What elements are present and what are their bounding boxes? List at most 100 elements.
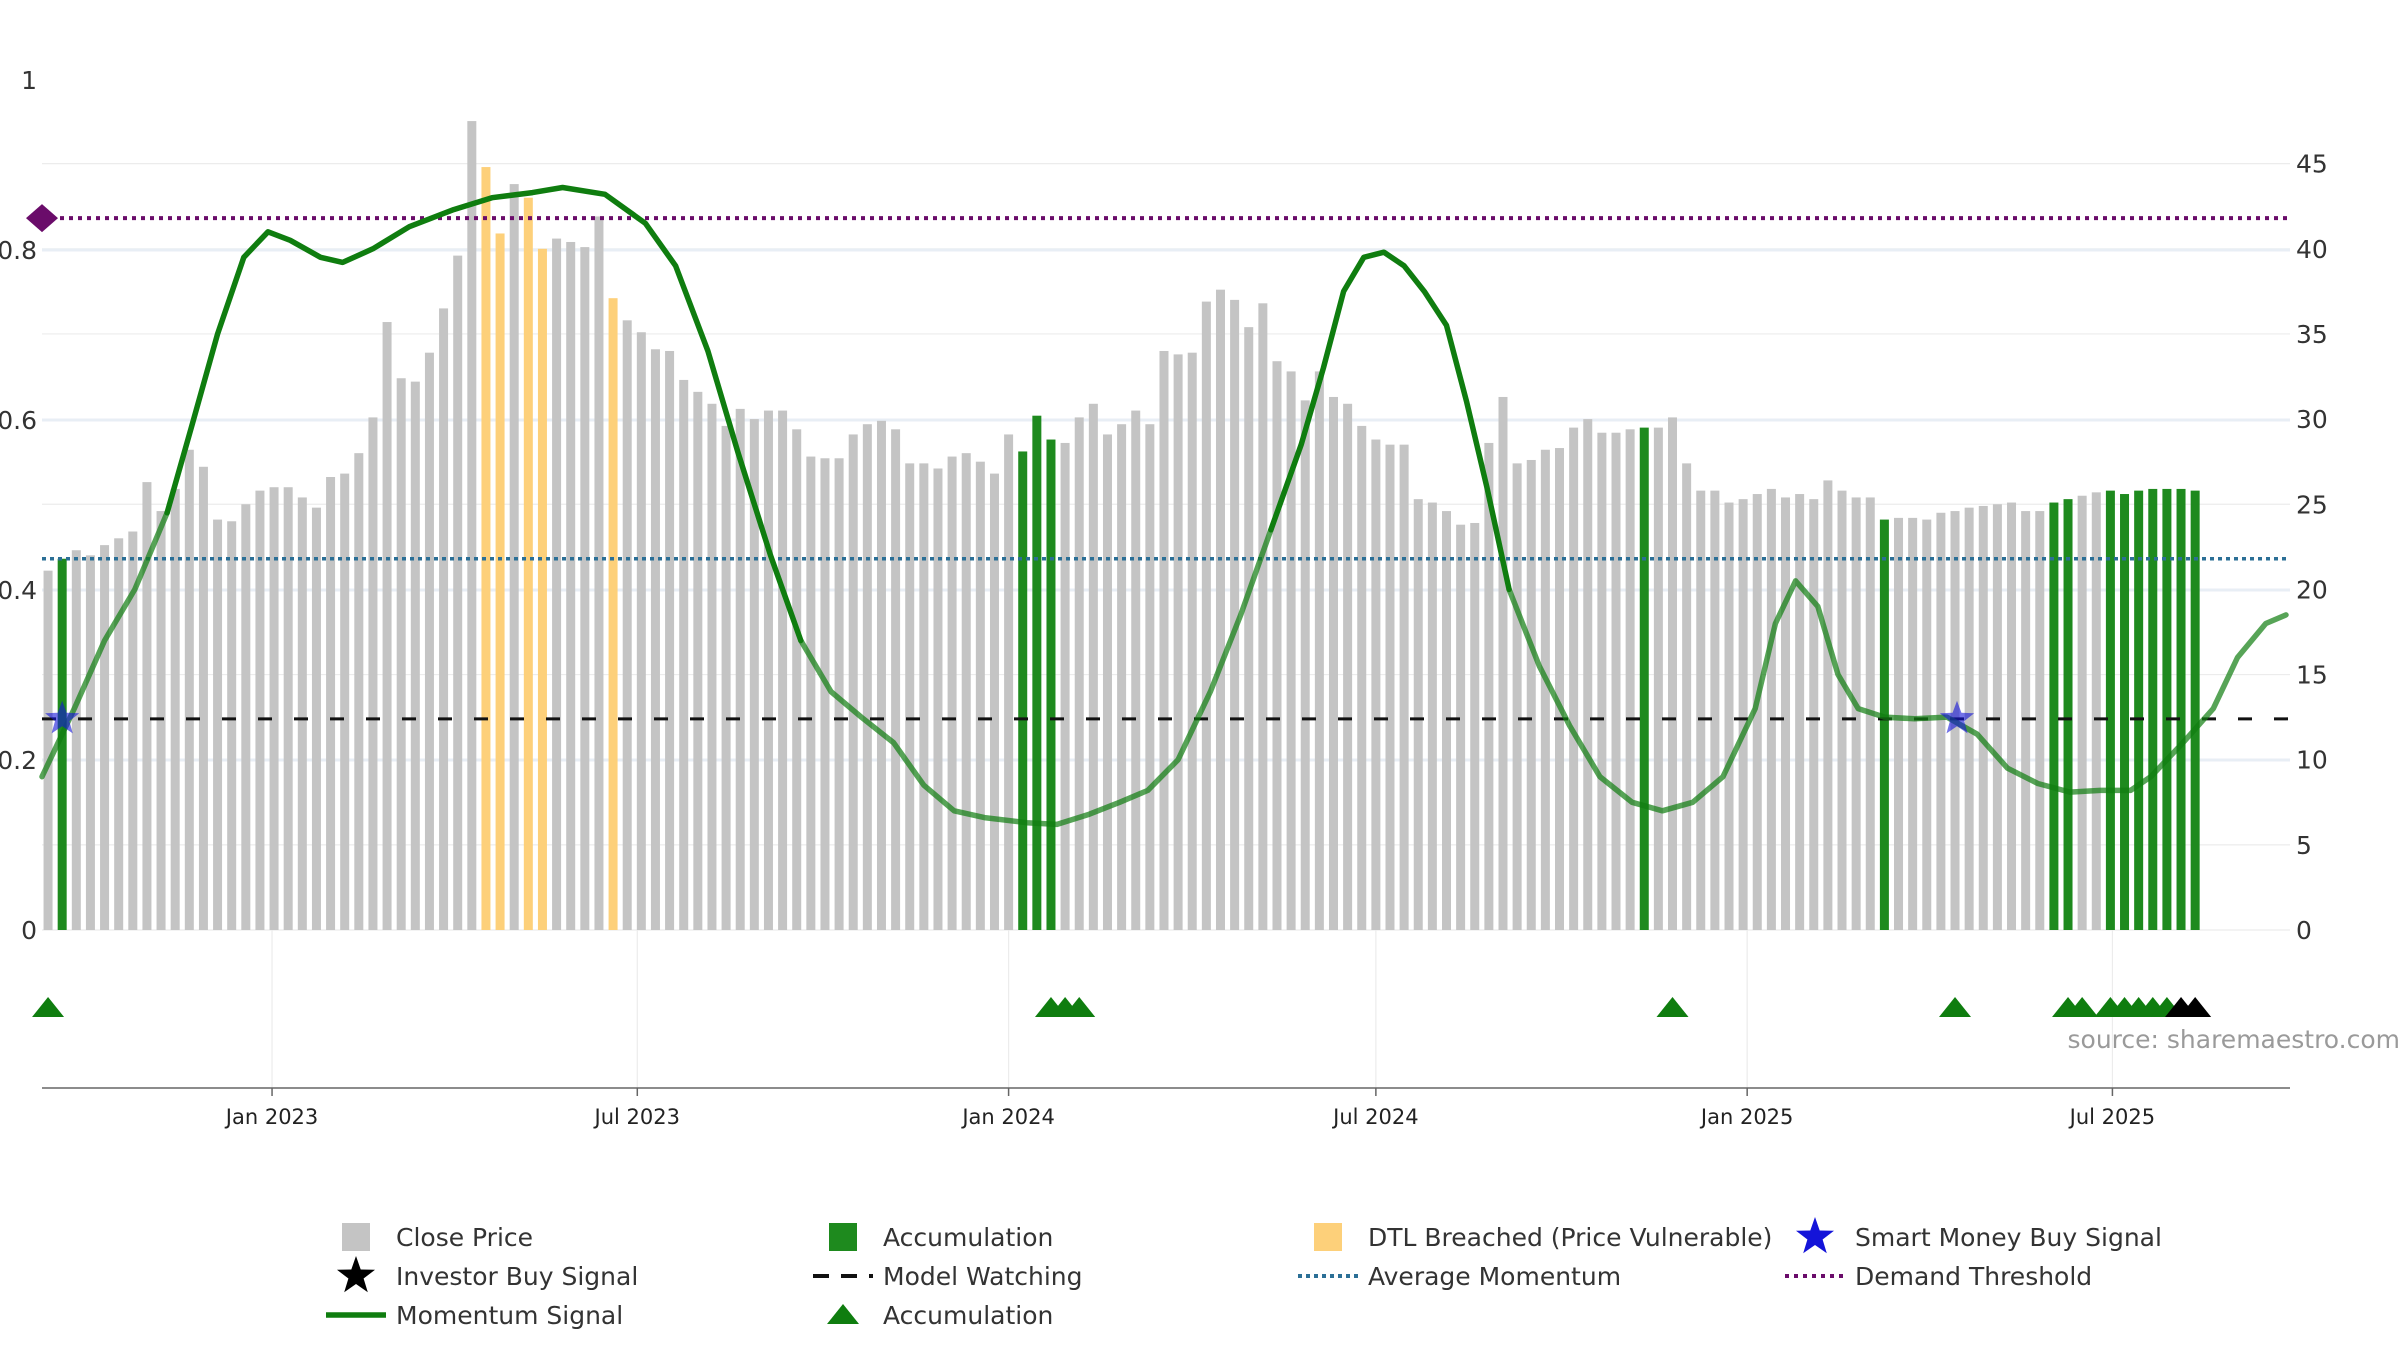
close-price-bar xyxy=(905,463,915,930)
left-tick-label-2: 0.4 xyxy=(0,576,37,605)
close-price-bar xyxy=(1470,522,1480,930)
close-price-bar xyxy=(876,420,886,930)
close-price-bar xyxy=(1922,519,1932,930)
close-price-bar xyxy=(156,511,166,930)
legend-label: Momentum Signal xyxy=(396,1301,623,1330)
legend-swatch xyxy=(342,1223,370,1251)
close-price-bar xyxy=(368,417,378,931)
close-price-bar xyxy=(1583,419,1593,930)
momentum-line-segment xyxy=(39,510,170,780)
left-tick-label-0: 0 xyxy=(21,916,37,945)
close-price-bar xyxy=(1569,427,1579,930)
momentum-line-segment xyxy=(798,527,1274,828)
close-price-bar xyxy=(933,468,943,930)
demand-threshold-marker xyxy=(26,204,58,233)
close-price-bar xyxy=(1399,444,1409,930)
close-price-bar xyxy=(1102,434,1112,930)
close-price-bar xyxy=(184,449,194,930)
close-price-bar xyxy=(1004,434,1014,930)
close-price-bars xyxy=(43,121,2200,931)
accumulation-bar xyxy=(2134,490,2144,930)
legend-item-demand: Demand Threshold xyxy=(1785,1262,2092,1291)
close-price-bar xyxy=(862,424,872,930)
close-price-bar xyxy=(580,247,590,931)
close-price-bar xyxy=(326,477,336,930)
close-price-bar xyxy=(1300,400,1310,930)
close-price-bar xyxy=(1738,499,1748,930)
close-price-bar xyxy=(1498,396,1508,930)
close-price-bar xyxy=(269,487,279,930)
close-price-bar xyxy=(1724,502,1734,930)
close-price-bar xyxy=(2035,511,2045,930)
smart-money-signals xyxy=(45,700,1975,734)
legend-label: Accumulation xyxy=(883,1301,1053,1330)
accumulation-bar xyxy=(2176,488,2186,930)
dtl-breached-bar xyxy=(523,197,533,930)
close-price-bar xyxy=(749,419,759,930)
close-price-bar xyxy=(778,410,788,931)
close-price-bar xyxy=(283,487,293,930)
legend-star-icon xyxy=(1796,1217,1834,1254)
close-price-bar xyxy=(1484,442,1494,930)
close-price-bar xyxy=(213,519,223,930)
accumulation-bar xyxy=(1879,519,1889,930)
close-price-bar xyxy=(1653,427,1663,930)
right-tick-label-9: 45 xyxy=(2296,150,2328,179)
legend-label: Investor Buy Signal xyxy=(396,1262,638,1291)
accumulation-bar xyxy=(2105,490,2115,930)
dtl-breached-bar xyxy=(537,248,547,931)
close-price-bar xyxy=(1173,354,1183,930)
close-price-bar xyxy=(1710,490,1720,930)
close-price-bar xyxy=(763,410,773,931)
close-price-bar xyxy=(1809,499,1819,930)
close-price-bar xyxy=(1978,505,1988,930)
close-price-bar xyxy=(439,308,449,930)
close-price-bar xyxy=(354,453,364,930)
close-price-bar xyxy=(1781,497,1791,930)
left-tick-label-3: 0.6 xyxy=(0,406,37,435)
x-tick-label: Jul 2025 xyxy=(2068,1105,2155,1129)
close-price-bar xyxy=(989,473,999,930)
accumulation-bar xyxy=(1018,451,1028,930)
close-price-bar xyxy=(1682,463,1692,930)
close-price-bar xyxy=(1597,432,1607,930)
legend-item-smart: Smart Money Buy Signal xyxy=(1796,1217,2162,1254)
close-price-bar xyxy=(1766,488,1776,930)
close-price-bar xyxy=(71,550,81,930)
legend-item-accum_bar: Accumulation xyxy=(829,1223,1053,1252)
close-price-bar xyxy=(1088,403,1098,930)
close-price-bar xyxy=(650,349,660,931)
close-price-bar xyxy=(1696,490,1706,930)
x-axis: Jan 2023 Jul 2023 Jan 2024 Jul 2024 Jan 2025… xyxy=(42,1087,2290,1129)
accumulation-marker-triangle xyxy=(1939,997,1972,1017)
dtl-breached-bar xyxy=(481,167,491,930)
legend-item-investor: Investor Buy Signal xyxy=(337,1256,638,1293)
close-price-bar xyxy=(128,531,138,930)
close-price-bar xyxy=(820,458,830,930)
close-price-bar xyxy=(1456,524,1466,930)
close-price-bar xyxy=(1385,444,1395,930)
legend-triangle-icon xyxy=(827,1304,859,1324)
close-price-bar xyxy=(142,482,152,930)
close-price-bar xyxy=(227,521,237,930)
close-price-bar xyxy=(1512,463,1522,930)
close-price-bar xyxy=(198,466,208,930)
close-price-bar xyxy=(2091,492,2101,930)
close-price-bar xyxy=(424,352,434,931)
close-price-bar xyxy=(1823,480,1833,930)
accumulation-bar xyxy=(2063,499,2073,930)
investor-buy-signal-marker xyxy=(2179,997,2212,1017)
x-tick-label: Jul 2023 xyxy=(593,1105,680,1129)
close-price-bar xyxy=(1526,459,1536,930)
close-price-bar xyxy=(1328,396,1338,930)
close-price-bar xyxy=(947,456,957,930)
close-price-bar xyxy=(241,504,251,930)
right-tick-label-6: 30 xyxy=(2296,405,2328,434)
close-price-bar xyxy=(1201,301,1211,930)
close-price-bar xyxy=(453,255,463,930)
close-price-bar xyxy=(1314,371,1324,930)
close-price-bar xyxy=(552,238,562,930)
close-price-bar xyxy=(1837,490,1847,930)
close-price-bar xyxy=(1117,424,1127,930)
momentum-signal xyxy=(39,184,2289,828)
